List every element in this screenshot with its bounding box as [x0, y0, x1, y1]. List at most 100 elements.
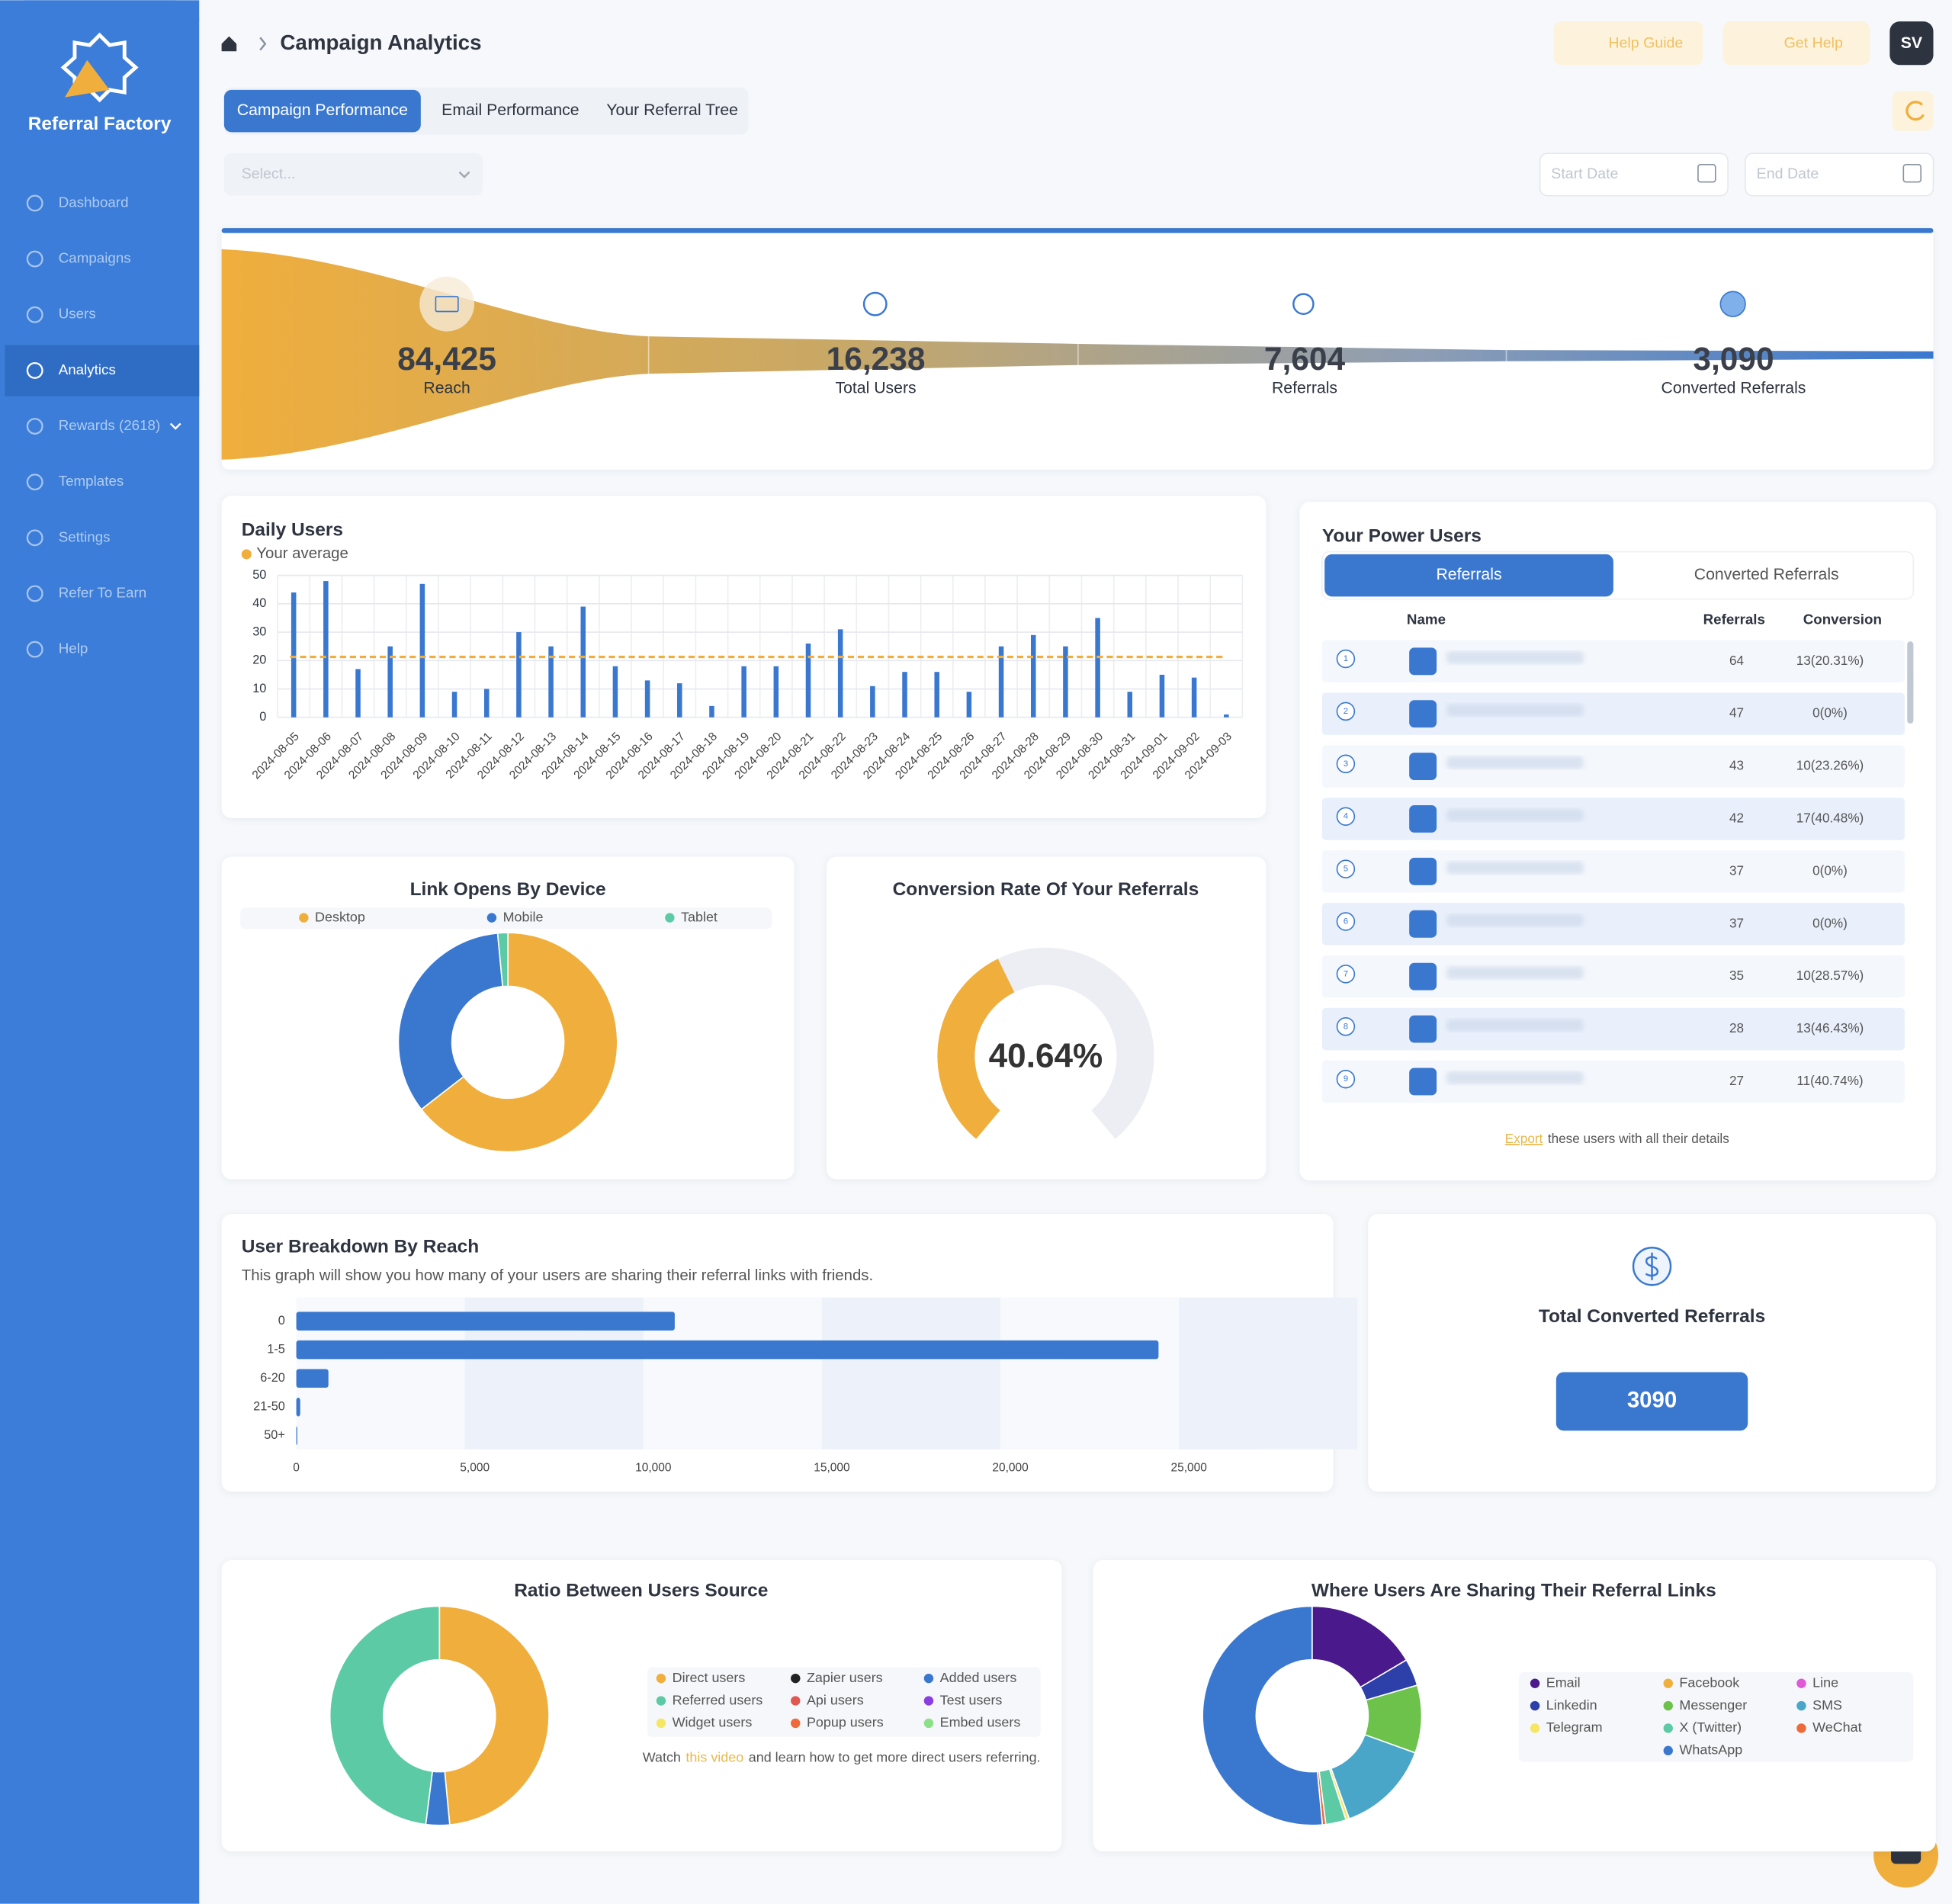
bar [612, 666, 618, 718]
tab[interactable]: Email Performance [441, 101, 579, 119]
bar [1063, 646, 1068, 718]
tab[interactable]: Converted Referrals [1694, 566, 1839, 583]
button-label[interactable]: Help Guide [1608, 35, 1683, 52]
select[interactable] [223, 153, 483, 196]
nav-icon[interactable] [26, 641, 43, 658]
nav-item[interactable]: Refer To Earn [59, 584, 146, 600]
x-tick-label: 15,000 [814, 1461, 850, 1474]
rank: 5 [1344, 865, 1348, 874]
legend-dot [1530, 1678, 1540, 1688]
table-row [1321, 1060, 1905, 1103]
nav-item[interactable]: Dashboard [59, 194, 129, 210]
nav-item[interactable]: Users [59, 306, 96, 322]
conversion: 17(40.48%) [1796, 811, 1864, 826]
referrals: 28 [1729, 1020, 1744, 1035]
segment [397, 932, 504, 1111]
nav-icon[interactable] [26, 361, 43, 379]
legend-box [647, 1667, 1041, 1737]
tab[interactable]: Campaign Performance [237, 101, 408, 119]
legend-dot [791, 1673, 801, 1684]
footer: Export these users with all their details [1505, 1131, 1729, 1146]
funnel-value: 7,604 [1264, 341, 1346, 377]
conversion: 11(40.74%) [1796, 1073, 1863, 1088]
legend-label: Desktop [315, 909, 365, 924]
home-icon[interactable] [221, 36, 237, 52]
legend-dot [656, 1696, 666, 1706]
button-label[interactable]: Get Help [1784, 35, 1843, 52]
help-guide-button[interactable] [1553, 21, 1703, 66]
table-row [1321, 745, 1905, 788]
column-header: Name [1407, 611, 1446, 627]
user-icon [1409, 910, 1437, 938]
x-tick-label: 10,000 [635, 1461, 672, 1474]
nav-item[interactable]: Rewards (2618) [59, 417, 161, 433]
calendar-icon [1697, 164, 1716, 183]
stage-icon [419, 276, 475, 332]
rank-badge [1336, 807, 1356, 826]
bar [451, 692, 458, 718]
footer-text: these users with all their details [1548, 1131, 1729, 1146]
select-placeholder[interactable]: Select... [242, 165, 296, 182]
y-tick-label: 21-50 [253, 1400, 285, 1414]
funnel-label: Referrals [1272, 379, 1337, 397]
nav-icon[interactable] [26, 306, 43, 323]
y-tick-label: 0 [278, 1314, 285, 1328]
date-placeholder[interactable]: Start Date [1551, 165, 1618, 182]
chart-title: Daily Users [242, 519, 343, 540]
nav-icon[interactable] [26, 474, 43, 491]
rank: 6 [1344, 917, 1348, 926]
conversion: 13(46.43%) [1796, 1020, 1864, 1035]
video-link[interactable]: this video [685, 1749, 743, 1764]
funnel-label: Converted Referrals [1661, 379, 1806, 397]
legend-dot [241, 549, 252, 560]
conversion: 0(0%) [1812, 862, 1848, 878]
blurred-name [1446, 756, 1584, 769]
rank: 1 [1344, 654, 1348, 663]
tab-active[interactable] [1324, 554, 1613, 597]
legend-dot [1530, 1723, 1540, 1733]
nav-icon[interactable] [26, 585, 43, 602]
nav-item[interactable]: Analytics [59, 361, 116, 377]
bar [902, 672, 907, 718]
y-tick-label: 50+ [264, 1428, 285, 1442]
nav-icon[interactable] [26, 194, 43, 212]
refresh-icon[interactable] [1905, 101, 1925, 121]
blurred-name [1446, 1019, 1584, 1032]
rank: 4 [1344, 812, 1349, 821]
date-placeholder[interactable]: End Date [1757, 165, 1819, 182]
export-link[interactable]: Export [1505, 1131, 1543, 1146]
nav-icon[interactable] [26, 529, 43, 547]
nav-icon[interactable] [26, 418, 43, 435]
start-date[interactable] [1539, 153, 1729, 197]
column-header: Referrals [1703, 611, 1765, 627]
legend-label: Telegram [1546, 1719, 1603, 1735]
avatar-initials[interactable]: SV [1901, 34, 1922, 52]
y-tick-label: 0 [259, 710, 266, 724]
legend-box [240, 907, 772, 930]
bar [483, 689, 490, 718]
conversion: 0(0%) [1812, 705, 1848, 721]
tab[interactable]: Your Referral Tree [606, 101, 738, 119]
bar [1224, 714, 1229, 718]
segment [438, 1605, 550, 1826]
refresh-button[interactable] [1892, 91, 1934, 131]
legend-dot [1530, 1700, 1540, 1711]
column-header: Conversion [1803, 611, 1882, 627]
grid-band [1179, 1297, 1358, 1450]
avatar[interactable] [1889, 21, 1934, 66]
blurred-name [1446, 1071, 1584, 1084]
nav-item[interactable]: Help [59, 641, 88, 657]
nav-icon[interactable] [26, 250, 43, 268]
user-icon [1409, 805, 1437, 833]
nav-item[interactable]: Templates [59, 473, 124, 489]
user-icon [1409, 700, 1437, 728]
nav-item[interactable]: Campaigns [59, 250, 131, 266]
end-date[interactable] [1745, 153, 1934, 197]
tab[interactable]: Referrals [1436, 566, 1501, 583]
nav-item[interactable]: Settings [59, 528, 111, 544]
y-tick-label: 1-5 [267, 1342, 285, 1356]
sidebar-top [0, 0, 200, 38]
stage-icon [1719, 291, 1746, 317]
tab-active[interactable] [223, 89, 421, 133]
get-help-button[interactable] [1722, 21, 1870, 66]
